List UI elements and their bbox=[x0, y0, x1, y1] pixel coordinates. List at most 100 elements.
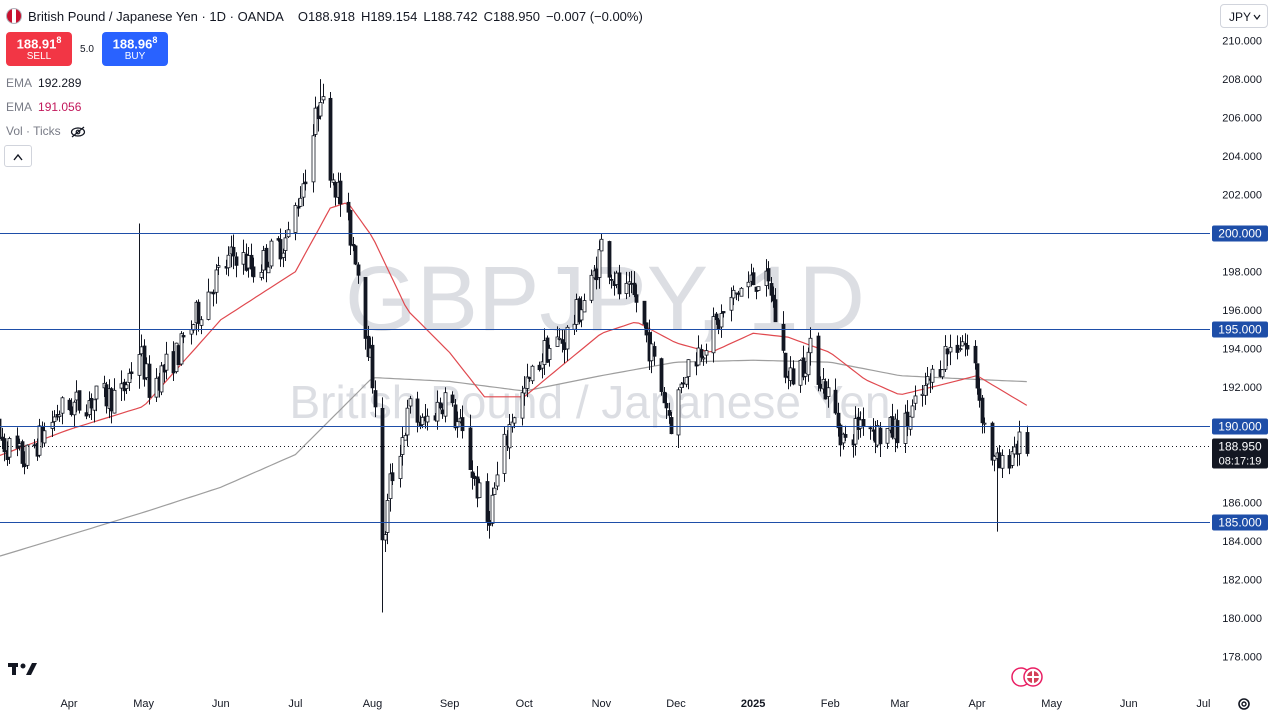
candle-body-up bbox=[216, 265, 221, 268]
candle-body-up bbox=[746, 281, 751, 288]
candle bbox=[624, 271, 629, 300]
tradingview-logo[interactable] bbox=[8, 660, 40, 683]
candle bbox=[711, 307, 716, 363]
candle bbox=[25, 444, 30, 470]
volume-legend[interactable]: Vol · Ticks bbox=[6, 124, 86, 138]
price-axis-bg bbox=[1212, 0, 1276, 716]
candle-body-up bbox=[179, 333, 184, 365]
candle-body-up bbox=[555, 336, 560, 347]
symbol-title[interactable]: British Pound / Japanese Yen · 1D · OAND… bbox=[28, 8, 284, 24]
buy-button[interactable]: 188.968 BUY bbox=[102, 32, 168, 66]
candle-body-up bbox=[298, 197, 303, 207]
candle bbox=[32, 439, 37, 449]
candle-body-up bbox=[1012, 446, 1017, 455]
candle-body-up bbox=[92, 399, 97, 411]
price-tick: 184.000 bbox=[1222, 536, 1262, 548]
candle-body-up bbox=[798, 359, 803, 386]
candle bbox=[104, 381, 109, 414]
candle bbox=[2, 433, 7, 462]
candle-body-up bbox=[25, 444, 30, 466]
candle bbox=[885, 427, 890, 449]
candle-body-up bbox=[199, 319, 204, 326]
candle bbox=[525, 363, 530, 398]
candle bbox=[507, 414, 512, 460]
candle-body-up bbox=[214, 269, 219, 293]
candle-body-up bbox=[495, 474, 500, 487]
ema-fast-legend[interactable]: EMA 191.056 bbox=[6, 100, 81, 114]
settings-gear-icon[interactable] bbox=[1236, 696, 1252, 715]
close-value: 188.950 bbox=[492, 8, 540, 24]
pair-flag-icon bbox=[6, 8, 22, 24]
candle-body-down bbox=[485, 481, 490, 522]
candle bbox=[878, 421, 883, 458]
change-value: −0.007 (−0.00%) bbox=[545, 8, 643, 24]
candle bbox=[50, 410, 55, 437]
candle bbox=[634, 284, 639, 313]
candle-body-down bbox=[990, 422, 995, 461]
candle-body-down bbox=[977, 388, 982, 401]
currency-select[interactable]: JPY bbox=[1220, 4, 1268, 28]
candle bbox=[405, 399, 410, 447]
candle-body-down bbox=[32, 444, 37, 447]
sell-price-sup: 8 bbox=[56, 35, 62, 45]
candle-body-up bbox=[582, 300, 587, 313]
price-axis[interactable]: 210.000 208.000 206.000 204.000 202.000 200.0… bbox=[1212, 0, 1276, 716]
candle-body-up bbox=[42, 430, 47, 444]
candle bbox=[179, 331, 184, 366]
candle bbox=[52, 410, 57, 431]
candle bbox=[363, 277, 368, 350]
candle-body-down bbox=[370, 344, 375, 389]
candle bbox=[597, 240, 602, 289]
candle-body-up bbox=[144, 363, 149, 379]
horizontal-levels[interactable] bbox=[0, 233, 1210, 523]
candle-body-down bbox=[629, 282, 634, 285]
candle bbox=[7, 436, 12, 465]
candle bbox=[982, 417, 987, 434]
ema-slow-legend[interactable]: EMA 192.289 bbox=[6, 76, 81, 90]
candle bbox=[1025, 425, 1030, 457]
trade-panel: 188.918 SELL 5.0 188.968 BUY bbox=[6, 32, 168, 66]
candle bbox=[843, 425, 848, 441]
candle-body-down bbox=[346, 201, 351, 213]
candle-body-up bbox=[507, 424, 512, 449]
candle-body-down bbox=[714, 313, 719, 321]
candle bbox=[390, 463, 395, 486]
candle bbox=[948, 334, 953, 366]
candle bbox=[599, 233, 604, 252]
candle bbox=[353, 245, 358, 266]
candle bbox=[930, 364, 935, 390]
candle-body-down bbox=[751, 272, 756, 286]
time-tick: May bbox=[1041, 698, 1062, 710]
sell-button[interactable]: 188.918 SELL bbox=[6, 32, 72, 66]
collapse-legend-button[interactable] bbox=[4, 145, 32, 167]
price-tick: 192.000 bbox=[1222, 382, 1262, 394]
candle bbox=[773, 288, 778, 323]
candle bbox=[388, 463, 393, 512]
time-tick: Mar bbox=[890, 698, 909, 710]
symbol-legend[interactable]: British Pound / Japanese Yen · 1D · OAND… bbox=[6, 8, 643, 24]
candle-body-up bbox=[293, 205, 298, 233]
candle-body-up bbox=[719, 313, 724, 328]
price-tick: 196.000 bbox=[1222, 305, 1262, 317]
candle-body-down bbox=[823, 381, 828, 400]
candle-body-up bbox=[455, 421, 460, 428]
ohlc-close: C188.950 bbox=[484, 9, 540, 24]
candle-body-down bbox=[997, 452, 1002, 469]
candle-body-up bbox=[684, 376, 689, 385]
candle bbox=[808, 327, 813, 366]
candle bbox=[348, 209, 353, 256]
candle-body-up bbox=[119, 383, 124, 389]
candle bbox=[142, 339, 147, 387]
candle bbox=[676, 387, 681, 448]
candle bbox=[468, 414, 473, 471]
candle-body-down bbox=[843, 434, 848, 438]
candle bbox=[15, 427, 20, 457]
candle bbox=[868, 425, 873, 440]
eye-crossed-icon[interactable] bbox=[70, 126, 86, 138]
buy-price-sup: 8 bbox=[152, 35, 158, 45]
time-axis[interactable]: Apr May Jun Jul Aug Sep Oct Nov Dec 2025 Feb Mar Apr… bbox=[60, 698, 1210, 710]
candle-body-up bbox=[490, 494, 495, 524]
events-icon[interactable] bbox=[1011, 667, 1043, 687]
candle-body-up bbox=[806, 351, 811, 376]
